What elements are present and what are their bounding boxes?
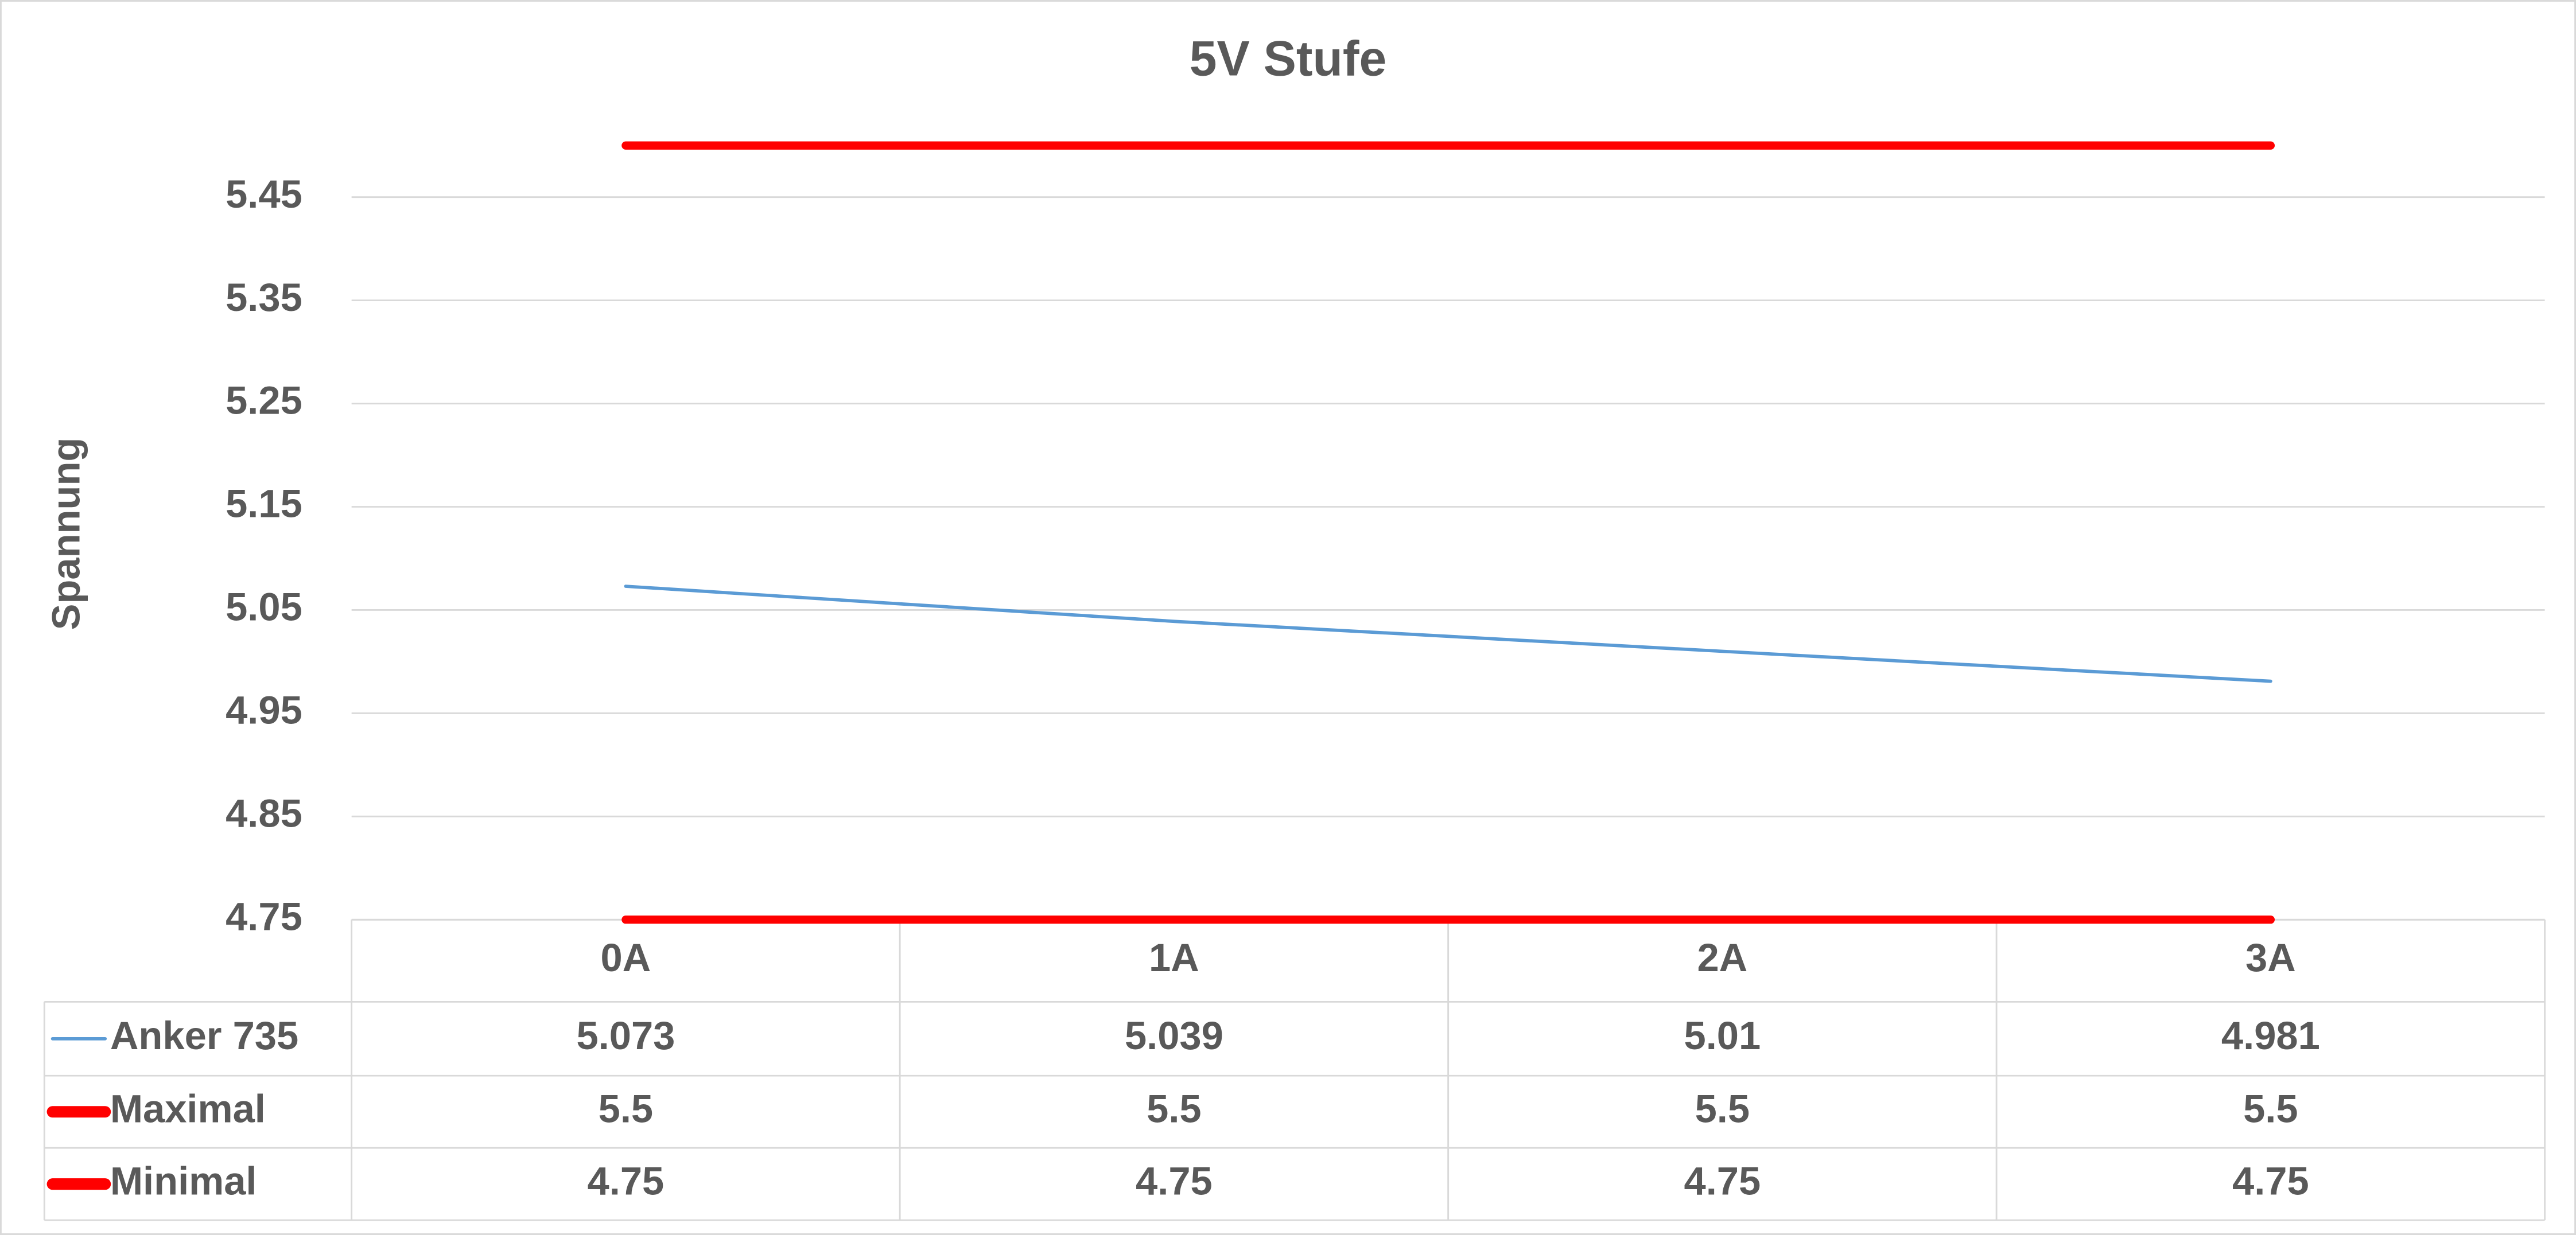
table-value: 4.75 xyxy=(2232,1159,2309,1203)
table-value: 5.5 xyxy=(599,1086,654,1131)
x-tick-label: 2A xyxy=(1697,936,1747,980)
legend-label: Maximal xyxy=(110,1086,266,1131)
table-value: 4.981 xyxy=(2221,1014,2320,1058)
table-value: 4.75 xyxy=(1684,1159,1761,1203)
table-value: 5.5 xyxy=(1147,1086,1202,1131)
x-tick-label: 3A xyxy=(2245,936,2296,980)
legend-label: Minimal xyxy=(110,1159,257,1203)
y-tick-label: 5.05 xyxy=(226,585,302,629)
y-tick-label: 4.85 xyxy=(226,791,302,835)
table-value: 5.5 xyxy=(2243,1086,2298,1131)
table-value: 4.75 xyxy=(1136,1159,1213,1203)
y-axis-label: Spannung xyxy=(44,438,88,630)
table-value: 5.039 xyxy=(1125,1014,1223,1058)
y-tick-label: 5.45 xyxy=(226,172,302,216)
series-line xyxy=(624,585,2272,683)
chart-title: 5V Stufe xyxy=(1190,32,1387,87)
table-value: 4.75 xyxy=(588,1159,665,1203)
y-tick-label: 4.75 xyxy=(226,894,302,938)
table-value: 5.073 xyxy=(576,1014,675,1058)
x-tick-label: 0A xyxy=(600,936,651,980)
table-value: 5.5 xyxy=(1695,1086,1750,1131)
legend-label: Anker 735 xyxy=(110,1014,298,1058)
y-tick-label: 5.25 xyxy=(226,379,302,423)
table-value: 5.01 xyxy=(1684,1014,1761,1058)
y-tick-label: 5.15 xyxy=(226,482,302,526)
x-tick-label: 1A xyxy=(1149,936,1199,980)
y-tick-label: 5.35 xyxy=(226,275,302,320)
y-tick-label: 4.95 xyxy=(226,688,302,733)
